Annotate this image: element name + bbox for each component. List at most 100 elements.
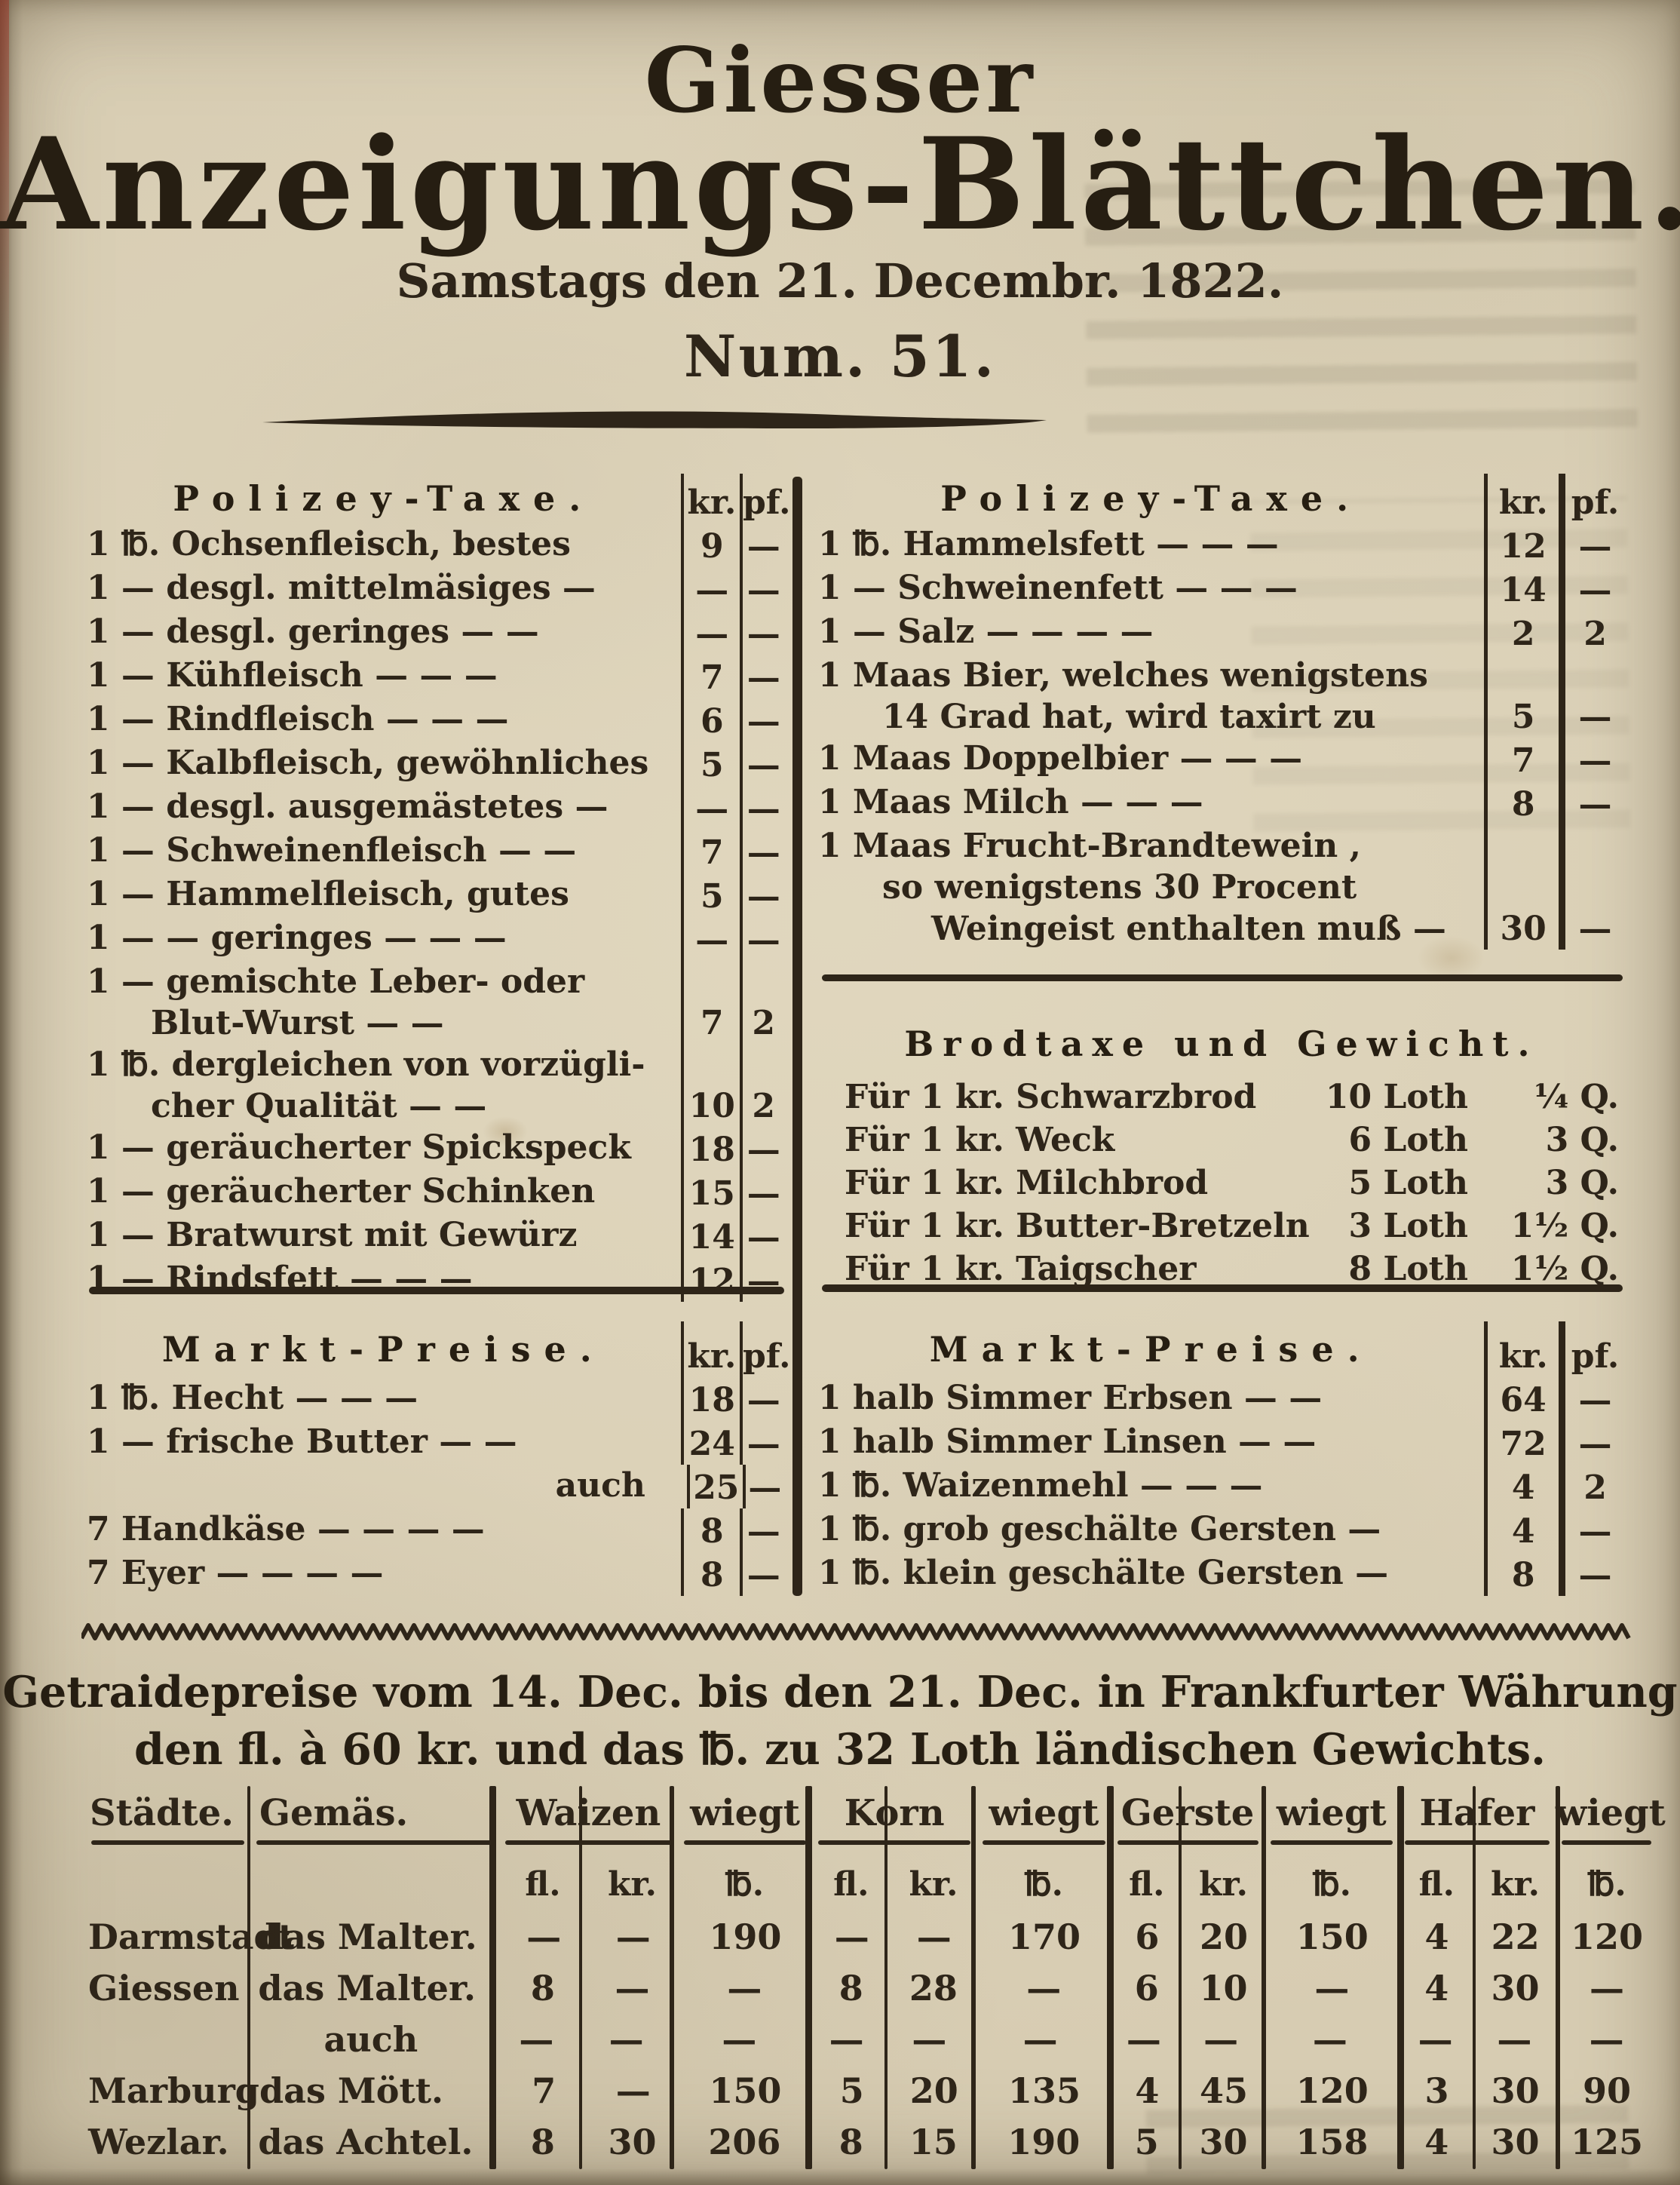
kreuzer-value: — (681, 917, 740, 961)
kreuzer-value: 14 (1484, 567, 1559, 611)
kreuzer-value: 5 (681, 873, 740, 917)
measure-name: das Malter. (259, 1916, 477, 1957)
item-label: 1 — desgl. geringes — — (87, 612, 539, 651)
loth-weight-value: 3 Loth (1348, 1207, 1468, 1245)
zigzag-separator-rule (81, 1623, 1631, 1640)
bread-tax-rows: Für 1 kr. Schwarzbrod 10 Loth ¼ Q. Für 1… (818, 1076, 1625, 1290)
pfennig-value: 2 (1559, 611, 1625, 655)
table-row: 1 ℔. dergleichen von vorzügli- cher Qual… (87, 1044, 784, 1127)
item-label: 7 Handkäse — — — — (87, 1510, 485, 1548)
quint-value: ¼ Q. (1534, 1078, 1619, 1116)
kreuzer-value: — (681, 611, 740, 655)
subheader-pound: ℔. (1312, 1865, 1351, 1904)
table-row: 1 — desgl. mittelmäsiges — — — (87, 567, 784, 611)
grain-prices-table: Städte. Gemäs. Waizen wiegt Korn wiegt G… (85, 1786, 1666, 2169)
pfennig-value: — (740, 1552, 784, 1596)
table-row: 1 ℔. Hecht — — — 18 — (87, 1377, 784, 1421)
table-row: 1 — Hammelfleisch, gutes 5 — (87, 873, 784, 917)
column-header-kreuzer: kr. (680, 1321, 740, 1377)
item-label: 1 Maas Bier, welches wenigstens 14 Grad … (818, 656, 1428, 736)
table-row: Für 1 kr. Weck 6 Loth 3 Q. (818, 1119, 1625, 1162)
table-row: 1 — — geringes — — — — — (87, 917, 784, 961)
grain-prices-heading-line2: den fl. à 60 kr. und das ℔. zu 32 Loth l… (133, 1724, 1546, 1775)
pfennig-value: — (740, 1508, 784, 1552)
item-label: 1 — geräucherter Spickspeck (87, 1128, 631, 1167)
section-rule (822, 974, 1623, 981)
masthead-title-main: Anzeigungs-Blättchen. (0, 109, 1680, 259)
pfennig-value: — (1559, 523, 1625, 567)
kreuzer-value: 8 (1484, 781, 1559, 825)
table-row: 1 ℔. Hammelsfett — — — 12 — (818, 523, 1625, 567)
pfennig-value: — (740, 611, 784, 655)
kreuzer-value: 12 (1484, 523, 1559, 567)
item-label: 1 Maas Frucht-Brandtewein , so wenigsten… (818, 827, 1446, 948)
table-row: 1 — geräucherter Schinken 15 — (87, 1171, 784, 1214)
pfennig-value: — (1559, 655, 1625, 738)
pfennig-value: — (740, 567, 784, 611)
loth-weight-value: 8 Loth (1348, 1250, 1468, 1288)
item-label: 1 halb Simmer Linsen — — (818, 1422, 1317, 1461)
column-header-wheat: Waizen (499, 1786, 678, 1846)
pfennig-value: — (740, 1214, 784, 1258)
column-header-pfennig: pf. (740, 474, 790, 523)
kreuzer-value: 8 (1484, 1552, 1559, 1596)
table-rule (1473, 1786, 1476, 2169)
item-label: auch (555, 1466, 645, 1505)
table-row: 1 — Schweinenfett — — — 14 — (818, 567, 1625, 611)
column-header-oats: Hafer (1399, 1786, 1556, 1846)
item-label: 1 — desgl. mittelmäsiges — (87, 569, 596, 607)
table-row: 1 ℔. Ochsenfleisch, bestes 9 — (87, 523, 784, 567)
grain-table-header: Städte. Gemäs. Waizen wiegt Korn wiegt G… (85, 1786, 1666, 1846)
kreuzer-value: 10 (681, 1044, 740, 1127)
loth-weight-value: 6 Loth (1348, 1121, 1468, 1159)
table-row: 7 Eyer — — — — 8 — (87, 1552, 784, 1596)
column-header-barley: Gerste (1111, 1786, 1265, 1846)
pfennig-value: — (1559, 738, 1625, 781)
loth-weight-value: 10 Loth (1325, 1078, 1468, 1116)
table-row: 1 Maas Milch — — — 8 — (818, 781, 1625, 825)
kreuzer-value: 12 (681, 1258, 740, 1302)
kreuzer-value: 8 (681, 1552, 740, 1596)
table-rule (489, 1786, 496, 2169)
item-label: 1 ℔. Waizenmehl — — — (818, 1466, 1263, 1505)
city-name: Marburg (88, 2070, 259, 2111)
pfennig-value: — (1559, 825, 1625, 950)
pfennig-value: 2 (740, 1044, 784, 1127)
table-rule (1556, 1786, 1560, 2169)
table-row: 1 — Salz — — — — 2 2 (818, 611, 1625, 655)
loth-weight-value: 5 Loth (1348, 1164, 1468, 1202)
kreuzer-value: 14 (681, 1214, 740, 1258)
pfennig-value: — (1559, 1552, 1625, 1596)
item-label: 1 — Hammelfleisch, gutes (87, 875, 569, 913)
item-label: 1 — Kalbfleisch, gewöhnliches (87, 744, 649, 782)
kreuzer-value: 6 (681, 698, 740, 742)
item-label: 1 — — geringes — — — (87, 919, 507, 957)
subheader-pound: ℔. (1587, 1865, 1626, 1904)
pfennig-value: — (1559, 1377, 1625, 1421)
kreuzer-value: 18 (681, 1127, 740, 1171)
city-name: Giessen (88, 1968, 240, 2009)
item-label: 1 — gemischte Leber- oder Blut-Wurst — — (87, 962, 585, 1042)
section-rule (822, 1284, 1623, 1292)
table-row: Für 1 kr. Milchbrod 5 Loth 3 Q. (818, 1162, 1625, 1205)
city-name: Darmstadt (88, 1916, 294, 1957)
table-row: Für 1 kr. Butter-Bretzeln 3 Loth 1½ Q. (818, 1205, 1625, 1247)
subheader-pound: ℔. (1024, 1865, 1063, 1904)
item-label: 1 ℔. klein geschälte Gersten — (818, 1554, 1389, 1592)
item-label: 1 — Rindsfett — — — (87, 1260, 473, 1298)
measure-name: das Achtel. (258, 2122, 474, 2162)
pfennig-value: — (740, 1377, 784, 1421)
table-row: 1 — frische Butter — — 24 — (87, 1421, 784, 1465)
grain-table-rows: Darmstadt das Malter. — — 190 — — 170 6 … (85, 1911, 1657, 2168)
column-header-kreuzer: kr. (1484, 1321, 1559, 1377)
table-row: 1 ℔. klein geschälte Gersten — 8 — (818, 1552, 1625, 1596)
item-label: 7 Eyer — — — — (87, 1554, 384, 1592)
item-label: 1 — Salz — — — — (818, 612, 1154, 651)
column-header-measure: Gemäs. (250, 1786, 499, 1846)
table-row: 1 — Rindfleisch — — — 6 — (87, 698, 784, 742)
kreuzer-value: 18 (681, 1377, 740, 1421)
page-bottom-shadow (0, 2168, 1680, 2185)
table-rule (579, 1786, 582, 2169)
kreuzer-value: 30 (1484, 825, 1559, 950)
table-row: Für 1 kr. Taigscher 8 Loth 1½ Q. (818, 1247, 1625, 1290)
